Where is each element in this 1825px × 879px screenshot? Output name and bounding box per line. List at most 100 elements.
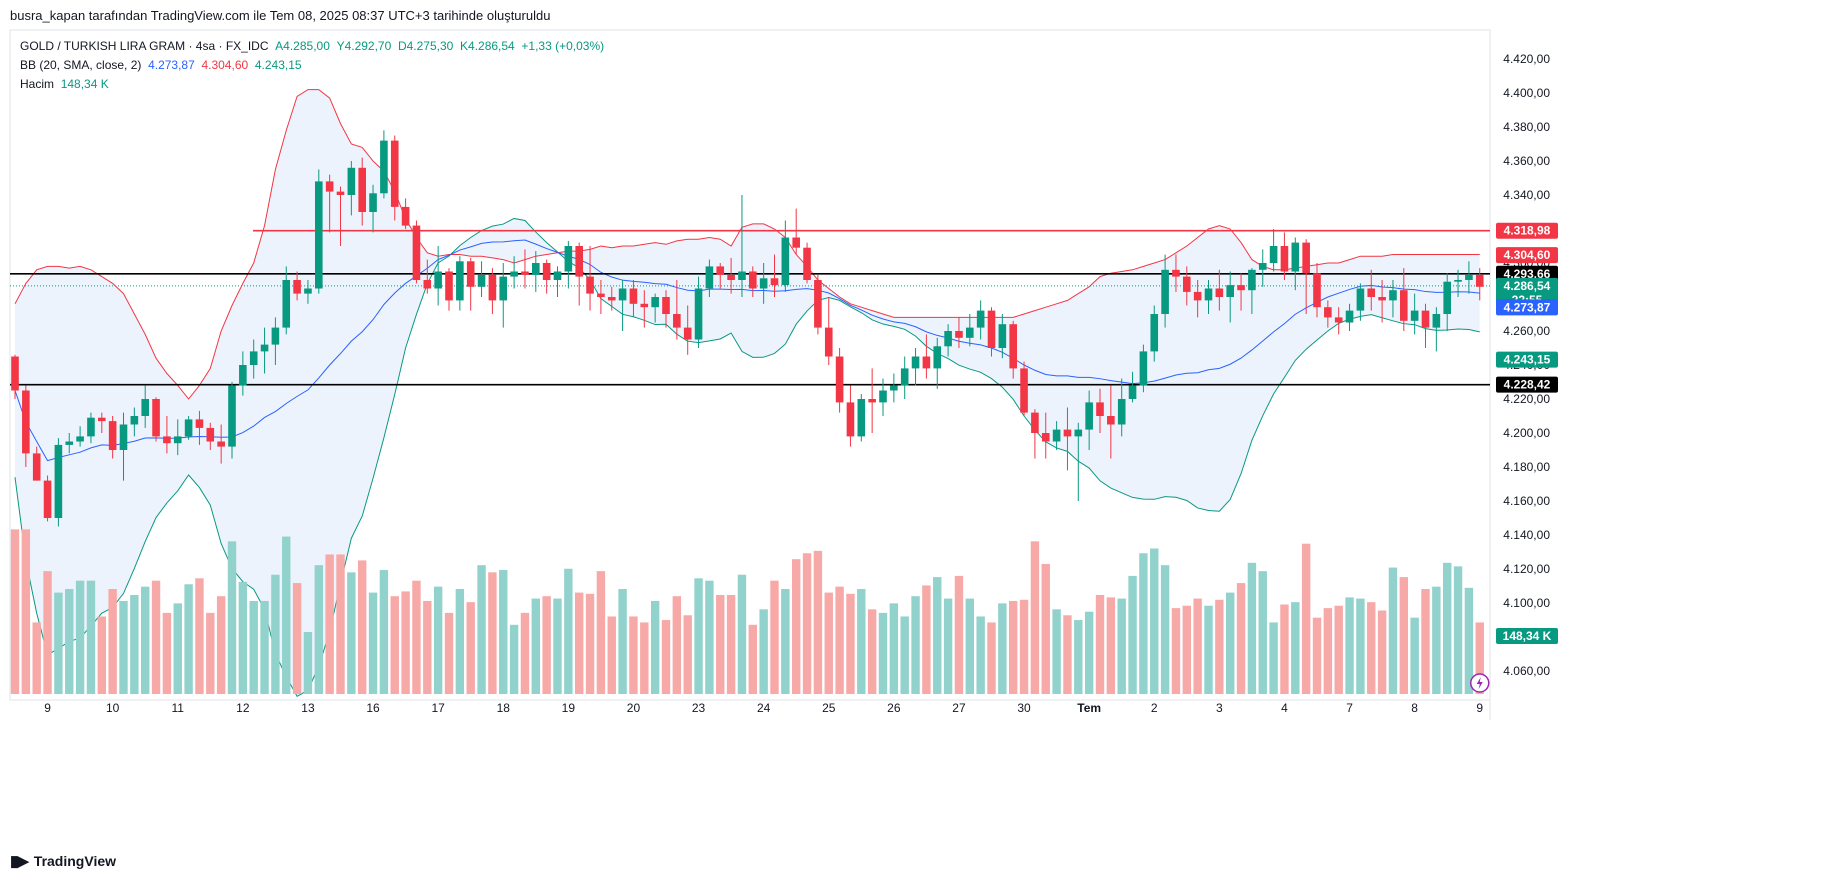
candle-body bbox=[477, 274, 486, 287]
bb-title[interactable]: BB (20, SMA, close, 2) bbox=[20, 58, 142, 72]
volume-bar bbox=[759, 609, 768, 694]
candle-body bbox=[857, 399, 866, 437]
volume-bar bbox=[748, 624, 757, 694]
hline-tag-2: 4.228,42 bbox=[1504, 378, 1551, 392]
volume-bar bbox=[412, 580, 421, 694]
hline-tag-2-bg bbox=[1496, 376, 1558, 393]
candle-body bbox=[434, 271, 442, 289]
volume-bar bbox=[607, 616, 616, 694]
volume-bar bbox=[824, 592, 833, 694]
candle-body bbox=[911, 356, 920, 369]
candle-body bbox=[1226, 285, 1234, 297]
volume-bar bbox=[21, 529, 31, 694]
candle-body bbox=[1183, 276, 1191, 292]
candle-body bbox=[54, 444, 63, 518]
volume-bar bbox=[444, 612, 454, 694]
candle-body bbox=[369, 193, 377, 212]
candle-body bbox=[499, 276, 508, 301]
candle-body bbox=[1345, 310, 1354, 323]
candle-body bbox=[868, 399, 876, 403]
volume-bar bbox=[314, 565, 323, 694]
x-tick-label: 13 bbox=[301, 701, 315, 715]
volume-bar bbox=[1236, 583, 1246, 694]
x-tick-label: 9 bbox=[44, 701, 51, 715]
volume-bar bbox=[151, 580, 161, 694]
volume-bar bbox=[1334, 605, 1343, 694]
volume-bar bbox=[86, 580, 96, 694]
chart-legend: GOLD / TURKISH LIRA GRAM · 4sa · FX_IDC … bbox=[20, 37, 604, 94]
candle-body bbox=[564, 246, 573, 272]
candle-body bbox=[1172, 269, 1180, 277]
candle-body bbox=[1128, 385, 1137, 399]
volume-bar bbox=[770, 580, 779, 694]
candle-body bbox=[228, 385, 236, 447]
x-tick-label: 25 bbox=[822, 701, 836, 715]
y-tick-label: 4.180,00 bbox=[1503, 460, 1550, 474]
candle-body bbox=[336, 191, 345, 195]
y-tick-label: 4.260,00 bbox=[1503, 324, 1550, 338]
volume-bar bbox=[401, 591, 410, 694]
volume-bar bbox=[1226, 592, 1235, 694]
candle-body bbox=[304, 288, 312, 294]
volume-bar bbox=[162, 612, 172, 694]
volume-bar bbox=[238, 581, 248, 694]
candle-body bbox=[640, 303, 649, 308]
x-tick-label: 8 bbox=[1411, 701, 1418, 715]
candle-body bbox=[1237, 285, 1245, 291]
volume-bar bbox=[933, 577, 942, 694]
volume-title[interactable]: Hacim bbox=[20, 77, 55, 91]
lightning-icon-glyph bbox=[1476, 677, 1483, 689]
volume-bar bbox=[43, 571, 52, 694]
volume-tag: 148,34 K bbox=[1503, 629, 1552, 643]
volume-bar bbox=[10, 529, 20, 694]
open-value: A4.285,00 bbox=[275, 39, 330, 53]
volume-bar bbox=[108, 589, 117, 694]
volume-bar bbox=[1345, 597, 1354, 694]
volume-bar bbox=[553, 598, 562, 694]
volume-bar bbox=[1312, 617, 1322, 694]
candle-body bbox=[792, 237, 800, 248]
candle-body bbox=[43, 480, 52, 518]
candle-body bbox=[1443, 281, 1451, 314]
candle-body bbox=[173, 436, 182, 444]
candle-body bbox=[119, 424, 128, 450]
volume-bar bbox=[455, 589, 465, 694]
volume-bar bbox=[857, 589, 866, 694]
candle-body bbox=[282, 280, 291, 328]
x-tick-label: 17 bbox=[431, 701, 445, 715]
legend-row-volume: Hacim 148,34 K bbox=[20, 75, 604, 94]
candle-body bbox=[1204, 288, 1213, 301]
candle-body bbox=[1269, 246, 1278, 263]
volume-bar bbox=[1280, 604, 1289, 694]
hline-tag-1-bg bbox=[1496, 265, 1558, 282]
candle-body bbox=[1107, 416, 1115, 425]
volume-bar bbox=[509, 624, 519, 694]
tradingview-brand[interactable]: ▮▶ TradingView bbox=[10, 852, 116, 870]
candle-body bbox=[803, 247, 811, 280]
candle-body bbox=[380, 140, 388, 194]
brand-label: TradingView bbox=[33, 853, 117, 869]
candle-body bbox=[510, 271, 518, 277]
candle-body bbox=[1150, 314, 1159, 352]
candle-body bbox=[217, 441, 225, 447]
y-tick-label: 4.200,00 bbox=[1503, 426, 1550, 440]
volume-bar bbox=[1258, 571, 1267, 694]
x-tick-label: 7 bbox=[1346, 701, 1353, 715]
volume-bar bbox=[1139, 553, 1148, 694]
candle-body bbox=[293, 280, 301, 294]
candle-body bbox=[1324, 307, 1332, 318]
volume-bar bbox=[640, 622, 649, 694]
volume-bar bbox=[661, 620, 671, 694]
volume-bar bbox=[75, 580, 85, 694]
candle-body bbox=[108, 421, 117, 450]
candle-body bbox=[358, 167, 366, 212]
candle-body bbox=[1334, 317, 1343, 323]
candle-body bbox=[998, 324, 1007, 348]
volume-bar bbox=[900, 616, 909, 694]
candle-body bbox=[1139, 351, 1148, 386]
candle-body bbox=[11, 356, 19, 391]
volume-bar bbox=[650, 600, 660, 694]
symbol-label[interactable]: GOLD / TURKISH LIRA GRAM · 4sa · FX_IDC bbox=[20, 39, 269, 53]
candle-body bbox=[1291, 242, 1300, 272]
